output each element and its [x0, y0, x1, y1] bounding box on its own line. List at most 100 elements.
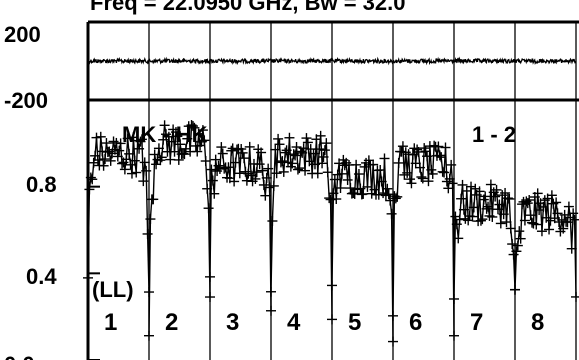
amp-point-s3-13 [223, 162, 234, 173]
amp-point-s4-5 [273, 133, 284, 144]
amp-point-s2-18 [169, 146, 180, 157]
amp-ytick-label-04: 0.4 [26, 264, 57, 289]
amp-point-s4-30 [308, 148, 319, 159]
amp-point-s6-41 [446, 159, 457, 170]
amp-point-s4-20 [294, 163, 305, 174]
amp-point-s3-28 [244, 141, 255, 152]
amp-point-s7-32 [494, 199, 505, 210]
amp-point-s7-39 [504, 193, 515, 204]
amp-point-s5-3 [331, 194, 342, 205]
amp-point-s5-11 [342, 174, 353, 185]
amp-point-s5-39 [382, 183, 393, 194]
amp-point-s2-38 [197, 125, 208, 136]
antenna-label-5: 5 [348, 309, 361, 336]
antenna-label-8: 8 [531, 309, 544, 336]
amp-point-s4-23 [298, 143, 309, 154]
amp-point-s1-37 [135, 136, 146, 147]
amp-point-s3-35 [254, 159, 265, 170]
amp-point-s8-33 [556, 214, 567, 225]
amp-point-s2-40 [200, 156, 211, 167]
amp-point-s8-15 [531, 219, 542, 230]
amp-point-s4-38 [319, 145, 330, 156]
amp-point-s4-26 [302, 137, 313, 148]
amp-point-s6-37 [440, 142, 451, 153]
amp-point-s8-16 [532, 188, 543, 199]
amp-point-s7-24 [483, 201, 494, 212]
amp-point-s4-9 [278, 166, 289, 177]
antenna-label-1: 1 [104, 309, 117, 336]
amp-point-s6-36 [439, 167, 450, 178]
amp-point-s7-4 [454, 214, 465, 225]
amp-point-s5-35 [376, 176, 387, 187]
amp-point-s2-43 [205, 292, 215, 303]
amp-point-s7-0 [449, 293, 459, 304]
amp-point-s1-34 [131, 167, 142, 178]
amp-point-s7-5 [456, 193, 467, 204]
amp-point-s1-38 [136, 134, 147, 145]
amp-point-s6-0 [388, 310, 398, 321]
amp-point-s1-43 [144, 287, 154, 298]
amp-point-s8-1 [511, 246, 522, 257]
amp-point-s2-21 [173, 154, 184, 165]
amp-point-s3-37 [257, 165, 268, 176]
amp-point-s5-42 [386, 208, 397, 219]
amp-point-s6-33 [434, 150, 445, 161]
chart-title: Freq = 22.0950 GHz, Bw = 32.0 [90, 0, 406, 15]
amp-point-s4-13 [284, 132, 295, 143]
amp-point-s2-5 [151, 159, 162, 170]
amp-point-s3-10 [219, 163, 230, 174]
amp-point-s2-42 [203, 203, 214, 214]
amp-point-s3-18 [230, 157, 241, 168]
amp-point-s4-24 [300, 165, 311, 176]
amp-point-s6-16 [410, 158, 421, 169]
amp-point-s5-26 [363, 155, 374, 166]
amp-point-s2-31 [187, 121, 198, 132]
amp-point-s1-6 [91, 132, 102, 143]
amp-point-s4-18 [291, 142, 302, 153]
amp-point-s8-40 [566, 243, 577, 254]
antenna-label-2: 2 [165, 309, 178, 336]
amp-point-s7-20 [477, 214, 488, 225]
amp-point-s8-10 [524, 194, 535, 205]
amp-point-s1-7 [92, 155, 103, 166]
amp-point-s3-2 [207, 175, 218, 186]
amp-point-s5-25 [362, 181, 373, 192]
amp-point-s5-40 [383, 189, 394, 200]
amp-point-s7-41 [507, 239, 518, 250]
amp-point-s4-22 [297, 147, 308, 158]
amp-point-s1-9 [95, 131, 106, 142]
amp-point-s7-29 [490, 191, 501, 202]
amp-point-s6-17 [412, 144, 423, 155]
amp-point-s1-22 [114, 145, 125, 156]
amp-point-s6-29 [429, 140, 440, 151]
antenna-label-6: 6 [409, 309, 422, 336]
amp-point-s6-43 [449, 330, 459, 341]
phase-ytick-label-200: 200 [4, 22, 41, 47]
amp-point-s6-27 [426, 164, 437, 175]
amp-point-s1-2 [85, 172, 96, 183]
amp-point-s6-32 [433, 141, 444, 152]
amp-point-s2-10 [158, 134, 169, 145]
amp-point-s2-9 [156, 152, 167, 163]
amp-point-s7-22 [480, 191, 491, 202]
amp-point-s8-2 [512, 240, 523, 251]
amp-point-s1-21 [112, 151, 123, 162]
amp-point-s7-30 [491, 184, 502, 195]
polarization-annotation: (LL) [92, 277, 134, 302]
amp-point-s2-7 [153, 143, 164, 154]
amp-point-s2-11 [159, 120, 170, 131]
amp-point-s6-19 [414, 162, 425, 173]
amp-point-s2-27 [182, 133, 193, 144]
amp-point-s7-23 [481, 203, 492, 214]
amp-point-s1-42 [142, 228, 153, 239]
amp-point-s6-24 [422, 151, 433, 162]
amp-point-s2-32 [189, 122, 200, 133]
phase-ytick-label-neg200: -200 [4, 88, 48, 113]
amp-point-s7-14 [468, 202, 479, 213]
amp-point-s3-42 [264, 182, 275, 193]
amp-point-s4-36 [317, 158, 328, 169]
amp-point-s3-23 [237, 147, 248, 158]
amp-point-s1-13 [101, 138, 112, 149]
amp-point-s6-12 [405, 174, 416, 185]
